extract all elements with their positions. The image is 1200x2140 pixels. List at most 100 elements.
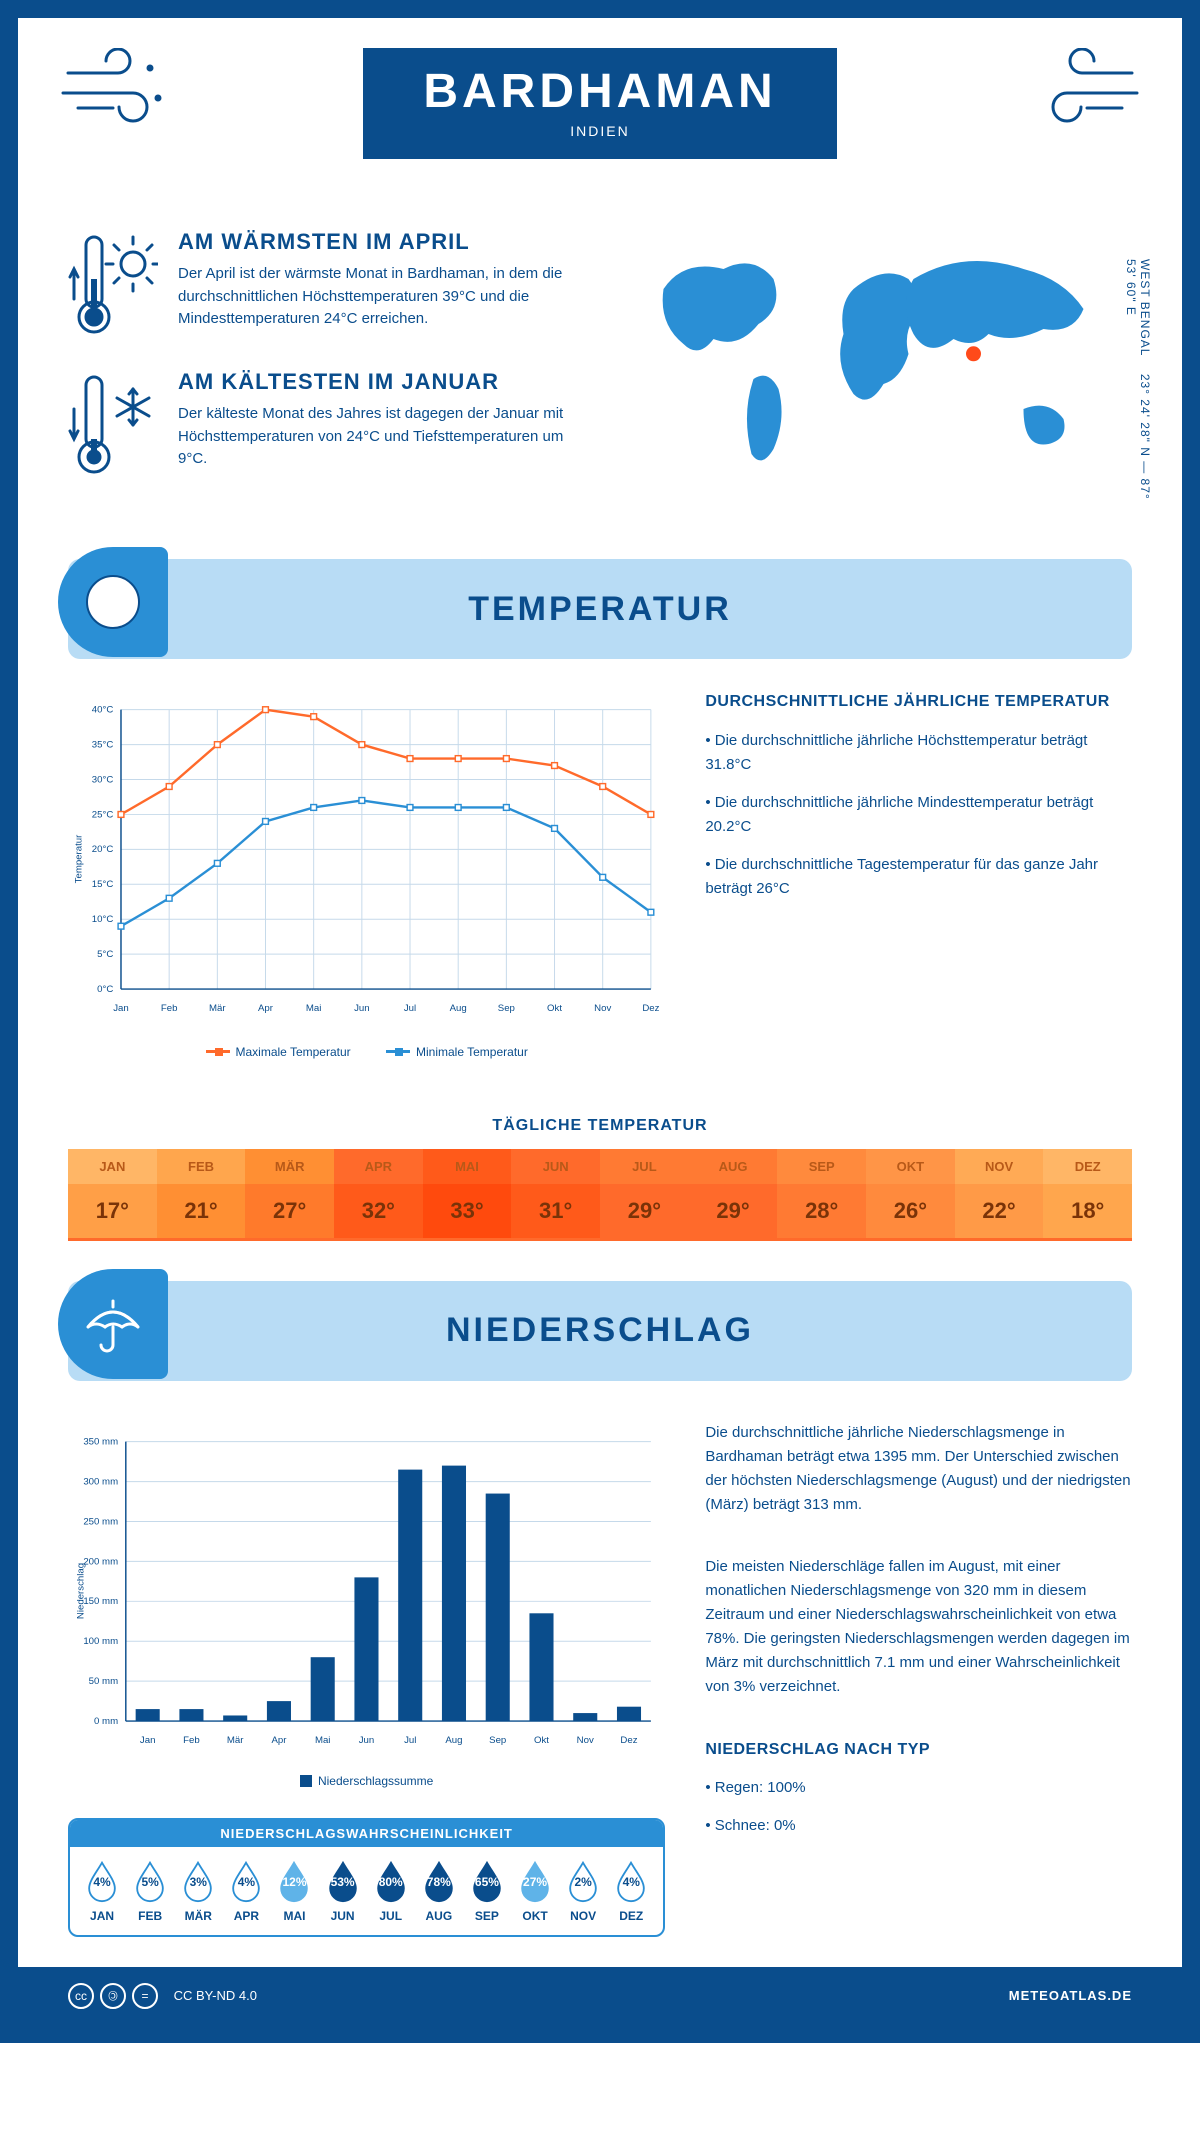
precipitation-summary: Die durchschnittliche jährliche Niedersc… <box>705 1421 1132 1937</box>
svg-text:Jan: Jan <box>113 1003 129 1014</box>
coldest-fact: AM KÄLTESTEN IM JANUAR Der kälteste Mona… <box>68 369 585 479</box>
svg-text:15°C: 15°C <box>92 879 114 890</box>
section-title: NIEDERSCHLAG <box>446 1311 754 1350</box>
warmest-fact: AM WÄRMSTEN IM APRIL Der April ist der w… <box>68 229 585 339</box>
temp-cell: MÄR27° <box>245 1149 334 1238</box>
svg-text:Jun: Jun <box>354 1003 370 1014</box>
svg-text:40°C: 40°C <box>92 705 114 716</box>
svg-text:Jul: Jul <box>404 1003 416 1014</box>
nd-icon: = <box>132 1983 158 2009</box>
svg-text:Feb: Feb <box>161 1003 178 1014</box>
umbrella-icon <box>58 1269 168 1379</box>
svg-text:Temperatur: Temperatur <box>73 834 84 883</box>
wind-icon <box>1022 48 1142 128</box>
site-credit: METEOATLAS.DE <box>1009 1988 1132 2003</box>
wind-icon <box>58 48 178 128</box>
svg-text:Mai: Mai <box>315 1735 331 1746</box>
svg-text:Feb: Feb <box>183 1735 200 1746</box>
svg-text:Okt: Okt <box>547 1003 562 1014</box>
svg-text:Mär: Mär <box>209 1003 226 1014</box>
daily-temp-table: JAN17°FEB21°MÄR27°APR32°MAI33°JUN31°JUL2… <box>68 1149 1132 1241</box>
temperature-banner: TEMPERATUR <box>68 559 1132 659</box>
svg-text:5°C: 5°C <box>97 949 113 960</box>
svg-text:50 mm: 50 mm <box>89 1676 118 1687</box>
svg-text:0°C: 0°C <box>97 984 113 995</box>
city-title: BARDHAMAN <box>423 64 776 119</box>
footer: cc 🄯 = CC BY-ND 4.0 METEOATLAS.DE <box>18 1967 1182 2025</box>
svg-text:Okt: Okt <box>534 1735 549 1746</box>
precipitation-bar-chart: 0 mm 50 mm 100 mm 150 mm 200 mm 250 mm 300 mm 3… <box>68 1421 665 1937</box>
svg-text:Apr: Apr <box>271 1735 287 1746</box>
drop-icon: 27% <box>518 1859 552 1903</box>
temp-cell: JAN17° <box>68 1149 157 1238</box>
svg-text:30°C: 30°C <box>92 774 114 785</box>
drop-icon: 4% <box>614 1859 648 1903</box>
svg-text:Sep: Sep <box>498 1003 515 1014</box>
warmest-title: AM WÄRMSTEN IM APRIL <box>178 229 585 255</box>
drop-icon: 78% <box>422 1859 456 1903</box>
svg-text:Dez: Dez <box>642 1003 659 1014</box>
drop-icon: 3% <box>181 1859 215 1903</box>
temp-cell: JUL29° <box>600 1149 689 1238</box>
country-subtitle: INDIEN <box>423 123 776 139</box>
intro-row: AM WÄRMSTEN IM APRIL Der April ist der w… <box>18 209 1182 549</box>
svg-text:Apr: Apr <box>258 1003 274 1014</box>
svg-text:Niederschlag: Niederschlag <box>75 1562 86 1618</box>
title-banner: BARDHAMAN INDIEN <box>363 48 836 159</box>
thermometer-sun-icon <box>68 229 158 339</box>
svg-text:10°C: 10°C <box>92 914 114 925</box>
drop-icon: 53% <box>326 1859 360 1903</box>
temperature-summary: DURCHSCHNITTLICHE JÄHRLICHE TEMPERATUR •… <box>705 689 1132 1067</box>
svg-text:250 mm: 250 mm <box>83 1516 118 1527</box>
temp-cell: APR32° <box>334 1149 423 1238</box>
warmest-body: Der April ist der wärmste Monat in Bardh… <box>178 263 585 331</box>
svg-text:150 mm: 150 mm <box>83 1596 118 1607</box>
header: BARDHAMAN INDIEN <box>18 18 1182 209</box>
temp-cell: NOV22° <box>955 1149 1044 1238</box>
svg-text:100 mm: 100 mm <box>83 1636 118 1647</box>
temp-cell: MAI33° <box>423 1149 512 1238</box>
svg-text:0 mm: 0 mm <box>94 1715 118 1726</box>
svg-text:Aug: Aug <box>450 1003 467 1014</box>
svg-text:20°C: 20°C <box>92 844 114 855</box>
thermometer-snow-icon <box>68 369 158 479</box>
svg-text:200 mm: 200 mm <box>83 1556 118 1567</box>
svg-text:35°C: 35°C <box>92 739 114 750</box>
temp-cell: DEZ18° <box>1043 1149 1132 1238</box>
drop-icon: 2% <box>566 1859 600 1903</box>
svg-text:Jul: Jul <box>404 1735 416 1746</box>
by-icon: 🄯 <box>100 1983 126 2009</box>
svg-text:25°C: 25°C <box>92 809 114 820</box>
temp-cell: FEB21° <box>157 1149 246 1238</box>
svg-text:Aug: Aug <box>445 1735 462 1746</box>
svg-text:Dez: Dez <box>620 1735 637 1746</box>
drop-icon: 4% <box>85 1859 119 1903</box>
section-title: TEMPERATUR <box>468 590 732 629</box>
chart-legend: Maximale Temperatur Minimale Temperatur <box>68 1034 665 1067</box>
precipitation-probability: NIEDERSCHLAGSWAHRSCHEINLICHKEIT 4%5%3%4%… <box>68 1818 665 1937</box>
coordinates: WEST BENGAL 23° 24' 28" N — 87° 53' 60" … <box>1124 259 1152 509</box>
svg-text:Mai: Mai <box>306 1003 322 1014</box>
svg-text:300 mm: 300 mm <box>83 1476 118 1487</box>
svg-text:Jun: Jun <box>359 1735 375 1746</box>
temp-cell: JUN31° <box>511 1149 600 1238</box>
world-map <box>615 229 1132 489</box>
drop-icon: 5% <box>133 1859 167 1903</box>
sun-icon <box>58 547 168 657</box>
precipitation-banner: NIEDERSCHLAG <box>68 1281 1132 1381</box>
svg-text:350 mm: 350 mm <box>83 1436 118 1447</box>
daily-temp-title: TÄGLICHE TEMPERATUR <box>18 1117 1182 1135</box>
drop-icon: 80% <box>374 1859 408 1903</box>
temp-cell: OKT26° <box>866 1149 955 1238</box>
drop-icon: 65% <box>470 1859 504 1903</box>
drop-icon: 12% <box>277 1859 311 1903</box>
temp-cell: SEP28° <box>777 1149 866 1238</box>
svg-text:Nov: Nov <box>577 1735 594 1746</box>
svg-text:Sep: Sep <box>489 1735 506 1746</box>
svg-text:Jan: Jan <box>140 1735 156 1746</box>
svg-text:Mär: Mär <box>227 1735 244 1746</box>
coldest-body: Der kälteste Monat des Jahres ist dagege… <box>178 403 585 471</box>
license: cc 🄯 = CC BY-ND 4.0 <box>68 1983 257 2009</box>
drop-icon: 4% <box>229 1859 263 1903</box>
chart-legend: Niederschlagssumme <box>68 1766 665 1798</box>
